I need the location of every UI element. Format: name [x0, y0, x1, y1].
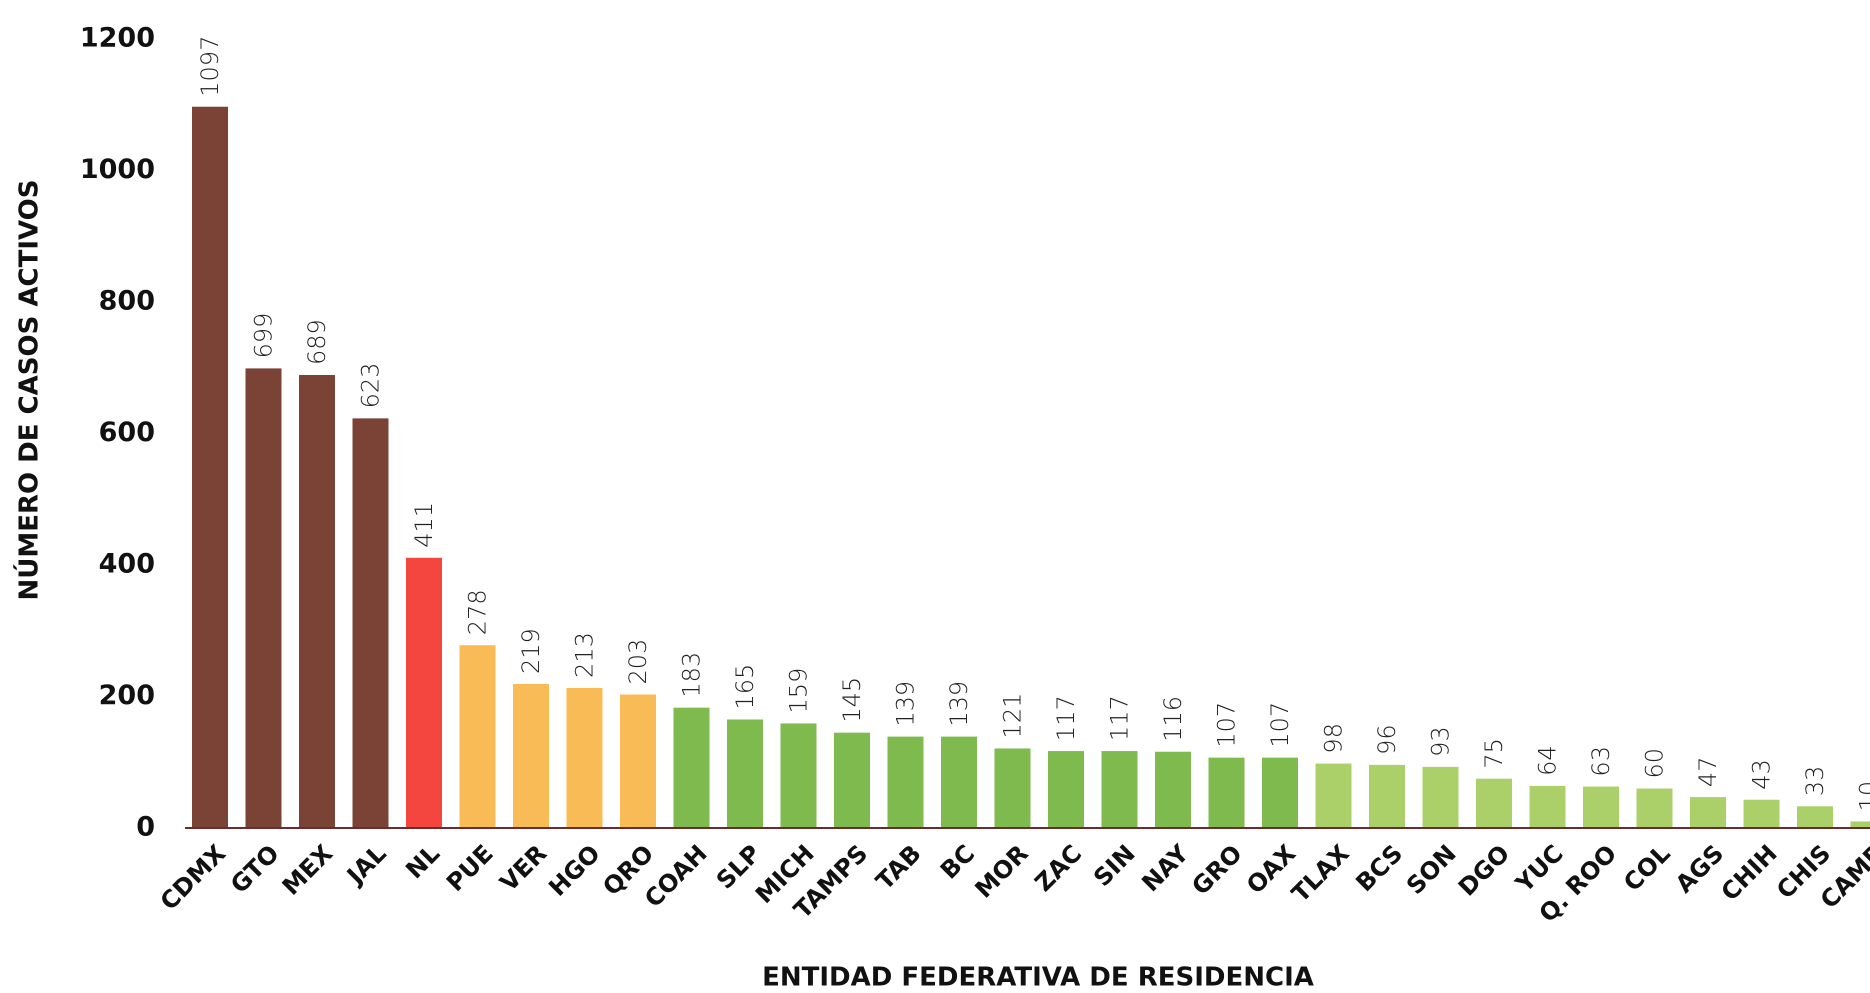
- bar: [1743, 799, 1780, 828]
- x-tick-label: ZAC: [1029, 839, 1087, 897]
- x-tick-label: GTO: [225, 839, 284, 898]
- value-label: 10: [1855, 781, 1870, 812]
- value-label: 139: [892, 681, 920, 727]
- value-label: 213: [571, 632, 599, 678]
- value-label: 107: [1266, 702, 1294, 748]
- x-tick-label: MEX: [277, 839, 339, 901]
- x-tick-label: CDMX: [155, 839, 232, 916]
- y-tick-label: 600: [99, 417, 155, 448]
- x-tick-label: HGO: [543, 839, 605, 901]
- bar: [1850, 821, 1870, 828]
- value-label: 63: [1587, 746, 1615, 777]
- value-label: 117: [1106, 695, 1134, 741]
- bar: [1583, 786, 1619, 828]
- value-label: 183: [678, 652, 706, 698]
- bar: [299, 374, 335, 828]
- x-tick-label: PUE: [441, 839, 499, 897]
- y-tick-label: 800: [99, 286, 155, 317]
- x-axis-title: ENTIDAD FEDERATIVA DE RESIDENCIA: [762, 963, 1314, 993]
- x-tick-label: TAB: [871, 839, 927, 895]
- value-label: 219: [517, 628, 545, 674]
- value-label: 699: [250, 313, 278, 359]
- bar: [1262, 757, 1298, 828]
- value-label: 145: [838, 677, 866, 723]
- bar: [566, 687, 603, 828]
- bar: [620, 694, 656, 828]
- bar: [780, 723, 817, 828]
- bar: [245, 368, 282, 828]
- y-tick-label: 1200: [80, 23, 155, 54]
- bar: [941, 736, 977, 828]
- bar: [1369, 764, 1405, 828]
- x-tick-label: TLAX: [1286, 839, 1355, 908]
- bar: [1422, 766, 1459, 828]
- x-tick-label: SIN: [1088, 839, 1141, 892]
- x-tick-label: CHIH: [1716, 839, 1783, 906]
- bar: [459, 645, 496, 828]
- x-tick-label: NL: [400, 839, 445, 884]
- bar: [1155, 751, 1191, 828]
- bar: [673, 707, 710, 828]
- value-label: 64: [1534, 745, 1562, 776]
- bar: [1529, 785, 1566, 828]
- value-label: 96: [1373, 724, 1401, 755]
- value-label: 689: [303, 319, 331, 365]
- bar: [1636, 788, 1673, 828]
- x-tick-label: BCS: [1350, 839, 1408, 897]
- bar: [1315, 763, 1352, 828]
- value-label: 117: [1052, 695, 1080, 741]
- y-tick-label: 0: [136, 812, 155, 843]
- bar: [352, 418, 389, 828]
- value-label: 159: [785, 668, 813, 714]
- value-label: 93: [1427, 726, 1455, 757]
- value-label: 60: [1641, 748, 1669, 779]
- bar: [1797, 806, 1833, 828]
- bar: [1101, 751, 1138, 828]
- bar: [887, 736, 924, 828]
- value-label: 107: [1213, 702, 1241, 748]
- value-label: 139: [945, 681, 973, 727]
- value-label: 203: [624, 639, 652, 685]
- bar: [1476, 778, 1512, 828]
- value-label: 623: [357, 363, 385, 409]
- bar: [1048, 751, 1084, 828]
- bar: [834, 732, 870, 828]
- bar: [1208, 757, 1245, 828]
- bar: [994, 748, 1031, 828]
- x-tick-label: SON: [1401, 839, 1462, 900]
- value-label: 278: [464, 589, 492, 635]
- value-label: 165: [731, 664, 759, 710]
- bar: [192, 106, 228, 828]
- y-tick-label: 200: [99, 680, 155, 711]
- x-tick-label: JAL: [340, 839, 391, 890]
- value-label: 411: [410, 502, 438, 548]
- x-tick-label: GRO: [1186, 839, 1247, 900]
- x-tick-label: MOR: [970, 839, 1034, 903]
- bar: [727, 719, 763, 828]
- value-label: 33: [1801, 766, 1829, 797]
- y-tick-label: 400: [99, 549, 155, 580]
- value-label: 75: [1480, 738, 1508, 769]
- x-tick-label: VER: [495, 839, 553, 897]
- value-label: 116: [1159, 696, 1187, 742]
- value-label: 98: [1320, 723, 1348, 754]
- bar: [1690, 797, 1726, 828]
- x-tick-label: COL: [1618, 839, 1675, 896]
- x-tick-label: NAY: [1136, 839, 1194, 897]
- x-tick-label: BC: [935, 839, 980, 884]
- value-label: 121: [999, 693, 1027, 739]
- x-tick-label: DGO: [1453, 839, 1515, 901]
- y-tick-label: 1000: [80, 154, 155, 185]
- bar: [513, 684, 549, 828]
- value-label: 43: [1748, 759, 1776, 790]
- value-label: 1097: [196, 36, 224, 97]
- y-axis-title: NÚMERO DE CASOS ACTIVOS: [13, 180, 45, 601]
- bar: [406, 557, 442, 828]
- value-label: 47: [1694, 757, 1722, 788]
